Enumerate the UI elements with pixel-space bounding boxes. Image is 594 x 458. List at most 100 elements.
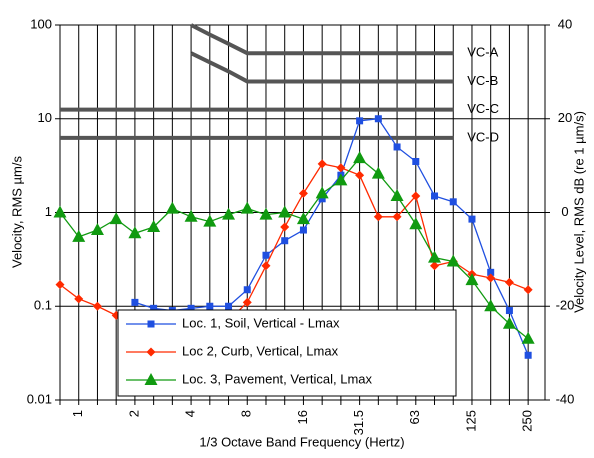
x-tick-label: 4 [183, 410, 198, 417]
x-tick-label: 16 [295, 410, 310, 424]
data-point [317, 159, 327, 169]
data-point [446, 254, 460, 267]
x-tick-label: 63 [407, 410, 422, 424]
legend-marker [146, 347, 156, 357]
data-point [431, 192, 439, 200]
legend-label: Loc 2, Curb, Vertical, Lmax [182, 343, 339, 358]
y-tick-label: 10 [38, 110, 52, 125]
data-point [392, 212, 402, 222]
y2-axis-label: Velocity Level, RMS dB (re 1 µm/s) [571, 111, 586, 313]
data-point [242, 297, 252, 307]
y-tick-label: 1 [45, 204, 52, 219]
data-point [165, 201, 179, 214]
data-point [465, 273, 479, 286]
data-point [486, 273, 496, 283]
legend-label: Loc. 3, Pavement, Vertical, Lmax [182, 371, 373, 386]
data-point [55, 280, 65, 290]
data-point [280, 222, 290, 232]
data-point [243, 286, 251, 294]
data-point [296, 212, 310, 225]
data-point [90, 223, 104, 236]
data-point [449, 198, 457, 206]
x-tick-label: 31.5 [351, 410, 366, 435]
data-point [371, 166, 385, 179]
data-point [336, 163, 346, 173]
data-point [356, 117, 364, 125]
data-point [411, 191, 421, 201]
x-tick-label: 125 [463, 410, 478, 432]
x-tick-label: 8 [239, 410, 254, 417]
data-point [222, 207, 236, 220]
criterion-label: VC-C [467, 101, 499, 116]
y-axis-label: Velocity, RMS µm/s [9, 156, 24, 268]
y-tick-label: 100 [30, 16, 52, 31]
data-point [390, 188, 404, 201]
data-point [521, 331, 535, 344]
y2-tick-label: -40 [556, 391, 575, 406]
data-point [187, 304, 195, 312]
data-point [259, 207, 273, 220]
x-tick-label: 250 [520, 410, 535, 432]
x-tick-label: 2 [126, 410, 141, 417]
legend-marker [144, 373, 158, 385]
data-point [262, 251, 270, 259]
series-line [59, 163, 529, 328]
data-point [72, 229, 86, 242]
criterion-line [190, 23, 454, 56]
data-point [504, 277, 514, 287]
data-point [374, 115, 382, 123]
data-point [468, 215, 476, 223]
data-point [109, 212, 123, 225]
legend: Loc. 1, Soil, Vertical - Lmax Loc 2, Curb… [117, 309, 457, 397]
criterion-label: VC-D [467, 129, 499, 144]
criterion-label: VC-B [467, 73, 498, 88]
data-point [318, 195, 326, 203]
data-point [147, 220, 161, 233]
x-axis-label: 1/3 Octave Band Frequency (Hertz) [199, 434, 404, 449]
data-point [299, 226, 307, 234]
data-point [502, 316, 516, 329]
data-point [487, 268, 495, 276]
data-point [484, 299, 498, 312]
data-point [131, 298, 139, 306]
x-tick-label: 1 [70, 410, 85, 417]
data-point [412, 157, 420, 165]
y-tick-label: 0.01 [27, 391, 52, 406]
data-point [240, 201, 254, 214]
data-point [430, 261, 440, 271]
y2-tick-label: 40 [558, 16, 572, 31]
data-point [355, 170, 365, 180]
data-point [334, 173, 348, 186]
data-point [373, 212, 383, 222]
y-tick-label: 0.1 [34, 298, 52, 313]
criterion-line [190, 51, 454, 84]
data-point [281, 237, 289, 245]
y2-tick-label: -20 [556, 298, 575, 313]
legend-label: Loc. 1, Soil, Vertical - Lmax [182, 315, 340, 330]
data-point [53, 205, 67, 218]
data-point [261, 261, 271, 271]
data-point [315, 186, 329, 199]
data-point [225, 302, 233, 310]
data-point [74, 294, 84, 304]
data-point [150, 304, 158, 312]
data-point [505, 307, 513, 315]
data-point [409, 217, 423, 230]
data-point [524, 351, 532, 359]
criterion-label: VC-A [467, 45, 498, 60]
data-point [298, 188, 308, 198]
y2-tick-label: 0 [561, 204, 568, 219]
data-point [92, 301, 102, 311]
data-point [278, 205, 292, 218]
data-point [206, 302, 214, 310]
data-point [523, 285, 533, 295]
y2-tick-label: 20 [558, 110, 572, 125]
data-point [353, 151, 367, 164]
data-point [184, 209, 198, 222]
data-point [128, 226, 142, 239]
legend-marker [147, 320, 155, 328]
data-point [428, 250, 442, 263]
data-point [203, 214, 217, 227]
